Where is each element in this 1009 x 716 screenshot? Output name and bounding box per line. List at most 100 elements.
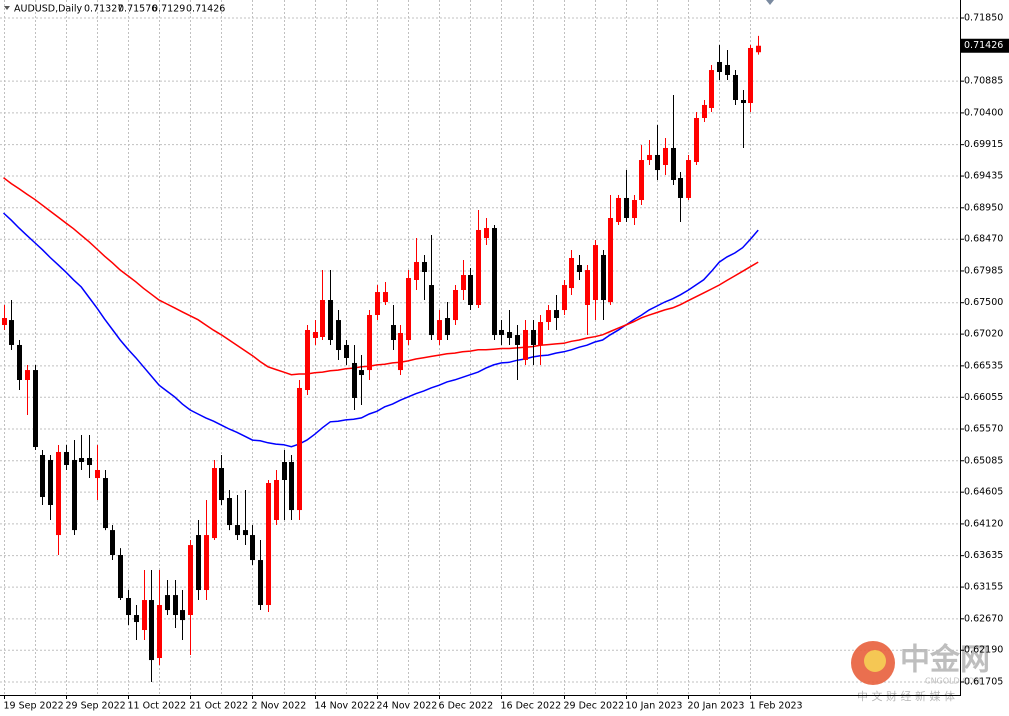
x-tick-label: 10 Jan 2023 — [626, 701, 683, 712]
candle-body — [142, 600, 147, 631]
candle-body — [48, 459, 53, 506]
candle-body — [188, 545, 193, 616]
candle-body — [601, 254, 606, 301]
y-tick-label: 0.63155 — [964, 582, 1003, 593]
shift-marker — [766, 0, 774, 5]
candle-body — [173, 595, 178, 616]
candle-body — [180, 610, 185, 621]
candle-body — [289, 462, 294, 511]
candle-body — [383, 292, 388, 303]
candle-body — [336, 320, 341, 351]
candle-body — [250, 535, 255, 561]
candle-body — [274, 480, 279, 520]
header-close: 0.71426 — [186, 4, 225, 15]
candle-body — [562, 285, 567, 311]
watermark: 中金网 CNGOLD.COM 中 文 财 经 新 媒 体 — [851, 641, 990, 703]
candle-body — [219, 468, 224, 501]
y-tick-label: 0.67985 — [964, 265, 1003, 276]
y-tick-label: 0.64605 — [964, 487, 1003, 498]
candle-body — [103, 478, 108, 529]
candle-body — [313, 332, 318, 338]
candle-body — [9, 320, 14, 345]
watermark-brand: 中金网 — [900, 643, 990, 678]
candle-body — [585, 270, 590, 305]
watermark-site: CNGOLD.COM — [925, 677, 981, 686]
candle-body — [593, 245, 598, 301]
candle-body — [515, 335, 520, 345]
price-box — [961, 38, 1009, 53]
candle-body — [266, 483, 271, 606]
candle-body — [157, 605, 162, 659]
header-open: 0.71327 — [84, 4, 123, 15]
candle-body — [484, 228, 489, 239]
candle-body — [608, 218, 613, 303]
y-tick-label: 0.68950 — [964, 202, 1003, 213]
candle-body — [748, 47, 753, 104]
y-tick-label: 0.62670 — [964, 613, 1003, 624]
candle-body — [196, 535, 201, 591]
x-tick-label: 11 Oct 2022 — [128, 701, 187, 712]
watermark-logo-inner — [864, 650, 886, 672]
x-tick-label: 2 Nov 2022 — [252, 701, 307, 712]
candle-body — [40, 454, 45, 498]
y-tick-label: 0.69915 — [964, 139, 1003, 150]
candle-body — [437, 320, 442, 341]
candle-body — [212, 468, 217, 539]
y-tick-label: 0.67500 — [964, 297, 1003, 308]
candle-body — [414, 261, 419, 280]
candle-body — [422, 261, 427, 273]
candle-body — [445, 318, 450, 336]
x-tick-label: 16 Dec 2022 — [501, 701, 562, 712]
x-tick-label: 1 Feb 2023 — [750, 701, 803, 712]
candle-body — [320, 300, 325, 337]
candle-body — [538, 322, 543, 345]
candle-body — [499, 329, 504, 336]
x-tick-label: 21 Oct 2022 — [190, 701, 249, 712]
y-tick-label: 0.68470 — [964, 234, 1003, 245]
y-tick-label: 0.71850 — [964, 12, 1003, 23]
x-tick-label: 6 Dec 2022 — [439, 701, 494, 712]
candle-body — [344, 344, 349, 359]
candle-body — [492, 228, 497, 336]
candle-body — [756, 45, 761, 53]
y-tick-label: 0.61705 — [964, 676, 1003, 687]
candle-body — [733, 75, 738, 101]
x-tick-label: 19 Sep 2022 — [4, 701, 64, 712]
candle-body — [569, 257, 574, 289]
candle-body — [694, 118, 699, 162]
grid — [0, 0, 960, 695]
candle-body — [165, 595, 170, 611]
candle-body — [79, 458, 84, 463]
y-tick-label: 0.70400 — [964, 107, 1003, 118]
candle-body — [134, 615, 139, 623]
candle-body — [616, 197, 621, 223]
candle-body — [95, 469, 100, 479]
candle-body — [639, 160, 644, 201]
y-tick-label: 0.67020 — [964, 329, 1003, 340]
plot — [2, 35, 761, 683]
x-tick-label: 24 Nov 2022 — [377, 701, 438, 712]
candle-body — [678, 178, 683, 198]
candle-body — [655, 154, 660, 171]
y-tick-label: 0.69435 — [964, 171, 1003, 182]
candle-body — [87, 458, 92, 466]
candle-body — [391, 325, 396, 341]
chart-title: AUDUSD,Daily — [14, 4, 83, 15]
candle-body — [546, 310, 551, 323]
candle-body — [243, 530, 248, 536]
y-tick-label: 0.66535 — [964, 360, 1003, 371]
candle-body — [375, 292, 380, 316]
candle-body — [17, 344, 22, 380]
candle-body — [359, 370, 364, 376]
candle-body — [531, 329, 536, 345]
candle-body — [235, 525, 240, 536]
candle-body — [282, 462, 287, 481]
candle-body — [725, 64, 730, 76]
candle-body — [367, 315, 372, 371]
candle-body — [328, 300, 333, 341]
x-tick-label: 29 Dec 2022 — [564, 701, 625, 712]
moving-average-line — [2, 212, 759, 448]
candle-body — [709, 70, 714, 108]
